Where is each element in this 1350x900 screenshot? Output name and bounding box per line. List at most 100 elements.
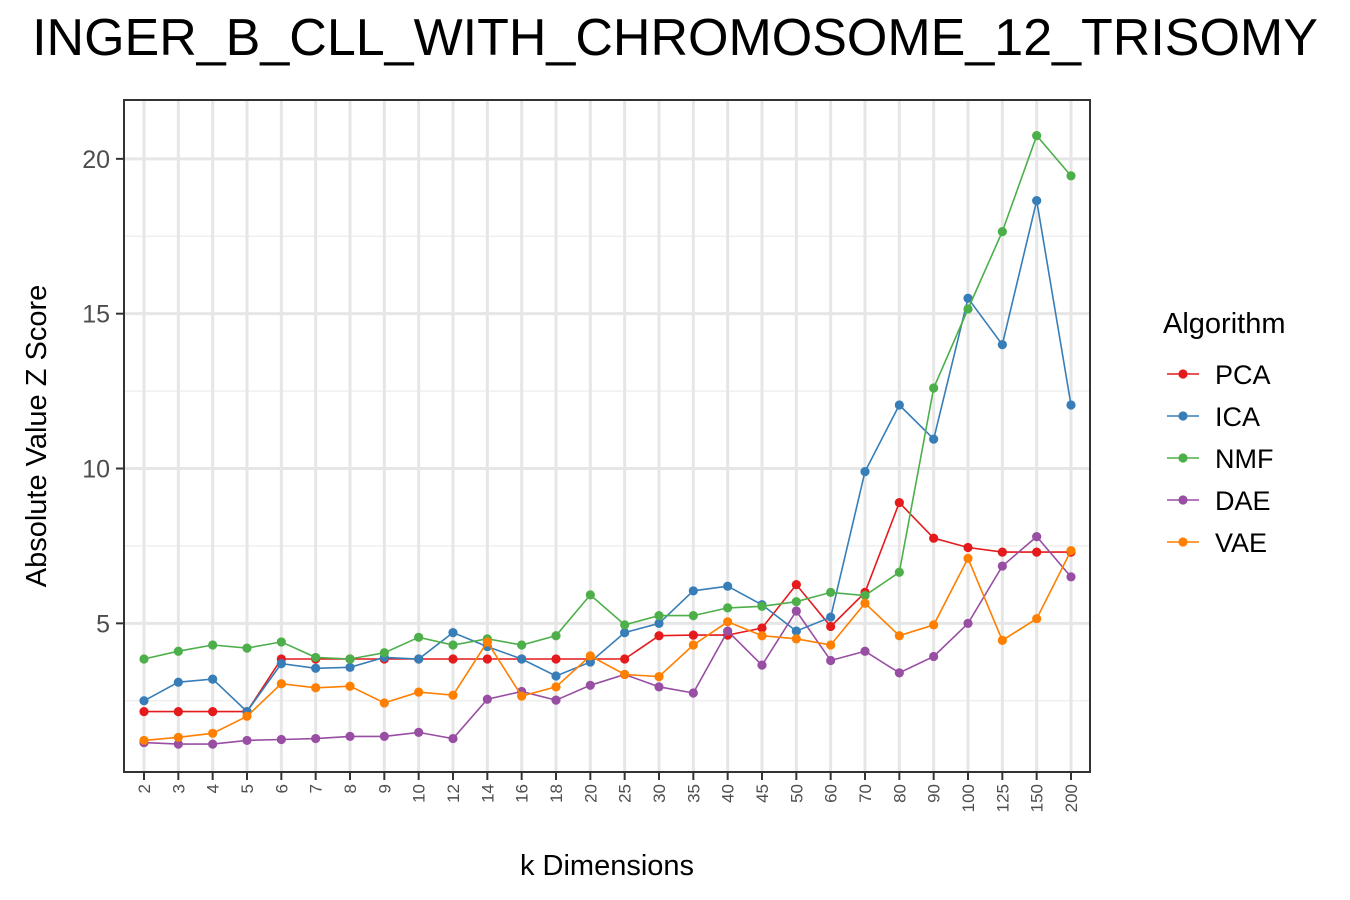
data-point-dae bbox=[757, 660, 767, 670]
x-tick-label: 3 bbox=[169, 784, 188, 793]
plot-panel bbox=[124, 100, 1090, 772]
data-point-ica bbox=[173, 677, 183, 687]
legend-label: DAE bbox=[1215, 486, 1271, 516]
data-point-vae bbox=[242, 711, 252, 721]
data-point-pca bbox=[963, 542, 973, 553]
legend-item-pca: PCA bbox=[1167, 360, 1271, 390]
data-point-vae bbox=[517, 691, 527, 701]
data-point-vae bbox=[1066, 545, 1076, 556]
data-point-ica bbox=[139, 696, 149, 706]
data-point-pca bbox=[208, 707, 218, 717]
data-point-ica bbox=[654, 618, 664, 628]
x-tick-label: 18 bbox=[547, 784, 566, 803]
data-point-vae bbox=[414, 687, 424, 697]
data-point-ica bbox=[1032, 196, 1042, 206]
x-tick-label: 45 bbox=[753, 784, 772, 803]
data-point-pca bbox=[894, 497, 904, 508]
x-tick-label: 14 bbox=[478, 784, 497, 803]
series-line-ica bbox=[143, 200, 1072, 713]
x-tick-label: 150 bbox=[1028, 784, 1047, 812]
x-tick-label: 100 bbox=[959, 784, 978, 812]
data-point-vae bbox=[723, 617, 733, 627]
data-point-nmf bbox=[654, 611, 664, 621]
legend-title: Algorithm bbox=[1163, 308, 1286, 340]
plot-border bbox=[123, 99, 1091, 773]
data-point-dae bbox=[723, 626, 733, 636]
data-point-vae bbox=[688, 640, 698, 650]
data-point-vae bbox=[997, 635, 1007, 645]
x-tick-label: 35 bbox=[684, 784, 703, 803]
data-point-vae bbox=[826, 640, 836, 650]
data-point-dae bbox=[1066, 572, 1076, 582]
data-point-nmf bbox=[997, 227, 1007, 237]
data-point-pca bbox=[173, 707, 183, 717]
data-point-nmf bbox=[1032, 131, 1042, 141]
chart-title-text: INGER_B_CLL_WITH_CHROMOSOME_12_TRISOMY bbox=[32, 9, 1318, 67]
data-point-vae bbox=[757, 631, 767, 641]
x-tick-label: 7 bbox=[307, 784, 326, 793]
data-point-dae bbox=[585, 680, 595, 690]
series-vae bbox=[139, 545, 1076, 746]
data-point-nmf bbox=[860, 590, 870, 601]
data-point-vae bbox=[654, 672, 664, 682]
data-point-ica bbox=[414, 654, 424, 664]
data-point-nmf bbox=[139, 654, 149, 664]
x-tick-label: 8 bbox=[341, 784, 360, 793]
data-point-pca bbox=[448, 654, 458, 664]
x-tick-label: 20 bbox=[581, 784, 600, 803]
x-tick-label: 70 bbox=[856, 784, 875, 803]
y-tick-label: 20 bbox=[82, 146, 110, 174]
series-lines bbox=[139, 131, 1076, 749]
data-point-dae bbox=[791, 606, 801, 616]
data-point-ica bbox=[791, 626, 801, 636]
data-point-ica bbox=[276, 659, 286, 669]
data-point-dae bbox=[276, 734, 286, 745]
data-point-ica bbox=[963, 293, 973, 303]
legend-item-nmf: NMF bbox=[1167, 444, 1273, 474]
x-tick-label: 90 bbox=[925, 784, 944, 803]
y-axis-label: Absolute Value Z Score bbox=[21, 285, 53, 588]
data-point-nmf bbox=[311, 652, 321, 663]
data-point-vae bbox=[208, 728, 218, 738]
data-point-nmf bbox=[963, 304, 973, 314]
legend-marker bbox=[1178, 495, 1188, 505]
data-point-vae bbox=[791, 634, 801, 644]
data-point-nmf bbox=[757, 601, 767, 611]
data-point-vae bbox=[345, 681, 355, 691]
legend-item-dae: DAE bbox=[1167, 486, 1271, 516]
x-tick-label: 6 bbox=[272, 784, 291, 793]
data-point-ica bbox=[723, 581, 733, 591]
data-point-dae bbox=[997, 561, 1007, 571]
data-point-ica bbox=[208, 674, 218, 684]
x-tick-label: 125 bbox=[993, 784, 1012, 812]
data-point-pca bbox=[139, 707, 149, 717]
data-point-dae bbox=[311, 733, 321, 744]
data-point-dae bbox=[379, 731, 389, 741]
y-tick-label: 5 bbox=[96, 610, 110, 638]
series-dae bbox=[139, 532, 1076, 749]
x-tick-label: 50 bbox=[787, 784, 806, 803]
x-tick-label: 4 bbox=[204, 784, 223, 793]
x-tick-label: 80 bbox=[890, 784, 909, 803]
data-point-ica bbox=[929, 434, 939, 444]
legend: Algorithm PCA ICA NMF DAE VAE bbox=[1163, 308, 1286, 558]
legend-item-ica: ICA bbox=[1167, 402, 1260, 432]
data-point-ica bbox=[688, 586, 698, 596]
data-point-dae bbox=[345, 731, 355, 741]
data-point-dae bbox=[929, 651, 939, 662]
grid-lines bbox=[124, 100, 1090, 772]
data-point-vae bbox=[929, 620, 939, 630]
data-point-nmf bbox=[791, 597, 801, 607]
data-point-ica bbox=[894, 400, 904, 410]
data-point-dae bbox=[208, 739, 218, 749]
data-point-dae bbox=[551, 695, 561, 705]
legend-marker bbox=[1178, 369, 1188, 379]
y-tick-label: 15 bbox=[82, 301, 110, 329]
data-point-vae bbox=[963, 553, 973, 563]
data-point-nmf bbox=[585, 590, 595, 600]
legend-label: NMF bbox=[1215, 444, 1273, 474]
legend-label: PCA bbox=[1215, 360, 1271, 390]
x-tick-label: 40 bbox=[719, 784, 738, 803]
data-point-vae bbox=[482, 637, 492, 647]
data-point-vae bbox=[860, 598, 870, 608]
